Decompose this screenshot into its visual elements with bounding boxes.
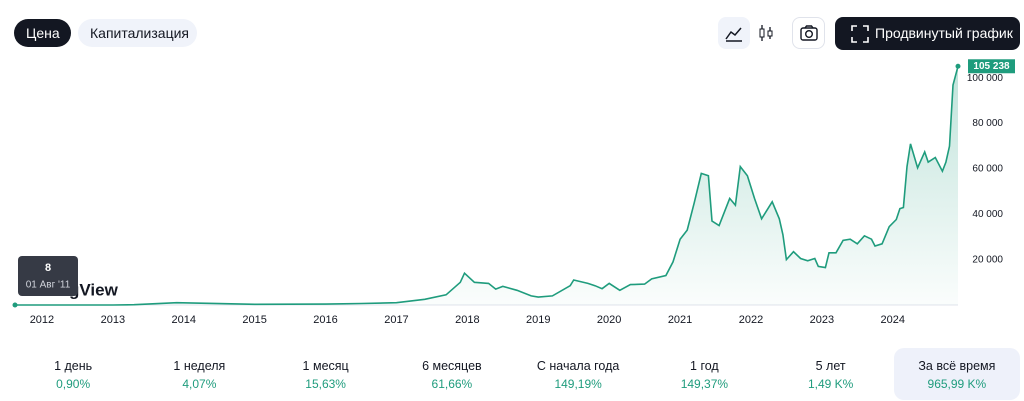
area xyxy=(15,66,958,305)
last-point xyxy=(955,63,961,69)
x-tick-label: 2018 xyxy=(455,314,479,326)
x-tick-label: 2013 xyxy=(101,314,125,326)
x-tick-label: 2015 xyxy=(242,314,266,326)
icon xyxy=(725,27,742,42)
period-cell[interactable]: 5 лет 1,49 K% xyxy=(768,348,894,400)
x-tick-label: 2024 xyxy=(881,314,905,326)
period-label: 1 неделя xyxy=(173,359,226,373)
x-tick-label: 2017 xyxy=(384,314,408,326)
period-cell[interactable]: 1 месяц 15,63% xyxy=(263,348,389,400)
chart: TradingView 2012201320142015201620172018… xyxy=(12,59,1015,326)
y-tick-label: 20 000 xyxy=(972,254,1003,265)
x-tick-label: 2016 xyxy=(313,314,337,326)
tab[interactable]: Цена xyxy=(14,19,71,47)
advanced-chart-button[interactable]: Продвинутый график xyxy=(835,17,1020,50)
period-label: За всё время xyxy=(918,359,996,373)
period-cell[interactable]: 6 месяцев 61,66% xyxy=(389,348,515,400)
y-tick-label: 100 000 xyxy=(967,73,1004,84)
period-change: 965,99 K% xyxy=(927,377,987,391)
icon xyxy=(851,25,869,43)
price-tag xyxy=(968,59,1015,74)
x-tick-label: 2020 xyxy=(597,314,621,326)
period-label: 1 день xyxy=(54,359,93,373)
performance-row: 1 день 0,90% 1 неделя 4,07% 1 месяц 15,63% 6 м… xyxy=(10,348,1020,400)
screenshot-button[interactable] xyxy=(792,17,825,49)
period-change: 149,19% xyxy=(554,377,602,391)
crosshair-tooltip xyxy=(18,256,78,296)
crosshair-value: 8 xyxy=(45,262,51,274)
y-tick-label: 60 000 xyxy=(972,164,1003,175)
button-label: Продвинутый график xyxy=(875,25,1013,41)
period-label: 6 месяцев xyxy=(422,359,482,373)
icon xyxy=(759,25,773,41)
period-change: 4,07% xyxy=(182,377,217,391)
x-tick-label: 2021 xyxy=(668,314,692,326)
period-label: 1 месяц xyxy=(302,359,349,373)
price-tag-label: 105 238 xyxy=(973,61,1010,72)
tab[interactable]: Капитализация xyxy=(78,19,197,47)
period-cell[interactable]: С начала года 149,19% xyxy=(515,348,641,400)
period-cell[interactable]: За всё время 965,99 K% xyxy=(893,348,1020,400)
period-change: 15,63% xyxy=(305,377,346,391)
x-tick-label: 2012 xyxy=(30,314,54,326)
icon xyxy=(800,25,818,41)
period-cell[interactable]: 1 неделя 4,07% xyxy=(136,348,262,400)
period-change: 149,37% xyxy=(680,377,729,391)
period-label: 5 лет xyxy=(815,359,846,373)
x-tick-label: 2022 xyxy=(739,314,763,326)
period-label: 1 год xyxy=(690,359,719,373)
period-label: С начала года xyxy=(536,359,620,373)
period-change: 0,90% xyxy=(56,377,91,391)
candles-button[interactable] xyxy=(752,17,780,49)
line-chart-button[interactable] xyxy=(718,17,750,49)
x-tick-label: 2019 xyxy=(526,314,550,326)
price-line xyxy=(15,66,959,306)
crosshair-date: 01 Авг '11 xyxy=(26,280,71,291)
period-cell[interactable]: 1 день 0,90% xyxy=(10,348,136,400)
y-tick-label: 80 000 xyxy=(972,118,1003,129)
x-tick-label: 2014 xyxy=(172,314,196,326)
crosshair-point xyxy=(12,302,18,308)
x-tick-label: 2023 xyxy=(810,314,834,326)
period-change: 1,49 K% xyxy=(807,377,854,391)
y-tick-label: 40 000 xyxy=(972,209,1003,220)
period-cell[interactable]: 1 год 149,37% xyxy=(641,348,767,400)
period-change: 61,66% xyxy=(431,377,473,391)
